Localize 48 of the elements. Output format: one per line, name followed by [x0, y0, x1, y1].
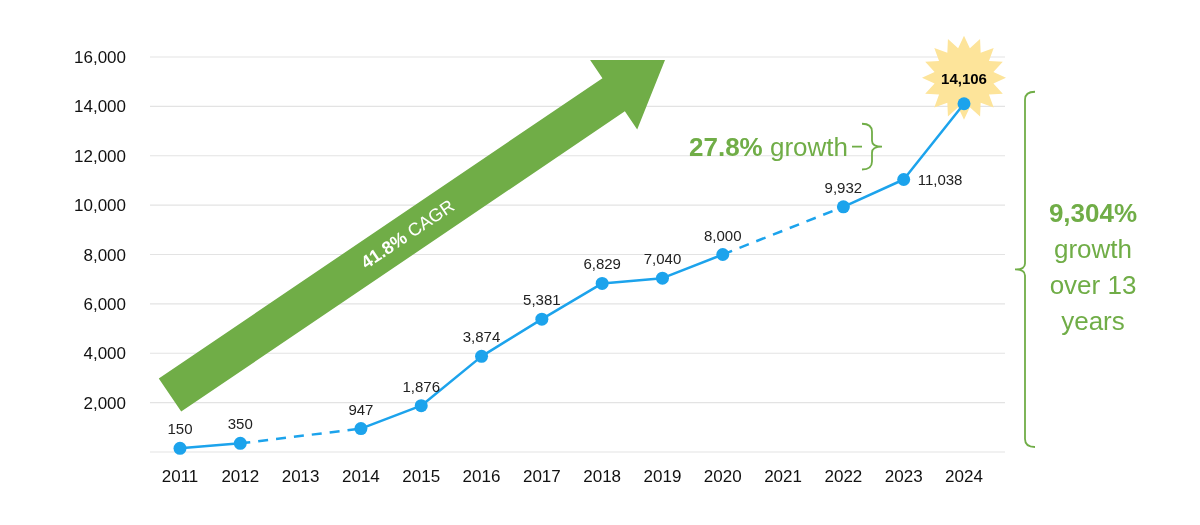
- data-label: 3,874: [462, 328, 501, 346]
- point: [897, 173, 911, 186]
- x-tick-label: 2011: [161, 467, 199, 486]
- x-tick-label: 2017: [522, 467, 561, 486]
- x-tick-label: 2020: [703, 467, 742, 486]
- data-label: 9,932: [824, 178, 863, 196]
- x-tick-label: 2012: [221, 467, 260, 486]
- x-tick-label: 2016: [462, 467, 501, 486]
- point: [836, 200, 850, 214]
- data-label: 14,106: [941, 69, 987, 87]
- data-label: 947: [348, 400, 374, 418]
- data-label: 350: [227, 415, 253, 433]
- point: [414, 399, 428, 413]
- text: 6,000: [83, 294, 126, 314]
- x-tick-label: 2015: [402, 467, 441, 486]
- data-label: 6,829: [583, 255, 621, 273]
- text: 8,000: [83, 245, 126, 265]
- point: [173, 441, 187, 455]
- x-tick-label: 2019: [643, 467, 682, 486]
- point: [595, 276, 609, 290]
- data-label: 5,381: [523, 291, 561, 309]
- data-label: 150: [167, 420, 193, 438]
- text: 12,000: [74, 146, 126, 166]
- data-label: 1,876: [402, 377, 440, 395]
- point: [716, 248, 730, 261]
- text: 9,304% growth over 13 years: [1048, 198, 1138, 336]
- text: 4,000: [83, 344, 126, 364]
- text: 16,000: [74, 48, 126, 67]
- x-tick-label: 2024: [945, 467, 983, 486]
- data-label: 7,040: [643, 250, 682, 268]
- x-tick-label: 2023: [884, 467, 923, 486]
- annotation: 27.8% growth: [689, 131, 848, 162]
- point: [655, 271, 669, 285]
- text: 10,000: [74, 196, 126, 216]
- point: [957, 97, 971, 111]
- x-tick-label: 2013: [281, 467, 320, 486]
- text: 14,000: [74, 97, 126, 117]
- data-label: 11,038: [917, 171, 963, 189]
- text: 2,000: [83, 393, 126, 413]
- x-tick-label: 2014: [342, 467, 380, 486]
- x-tick-label: 2018: [583, 467, 622, 486]
- x-tick-label: 2021: [764, 467, 802, 486]
- point: [535, 312, 549, 326]
- point: [354, 422, 368, 436]
- x-tick-label: 2022: [824, 467, 863, 486]
- point: [233, 436, 247, 450]
- data-label: 8,000: [704, 226, 742, 244]
- point: [475, 349, 489, 363]
